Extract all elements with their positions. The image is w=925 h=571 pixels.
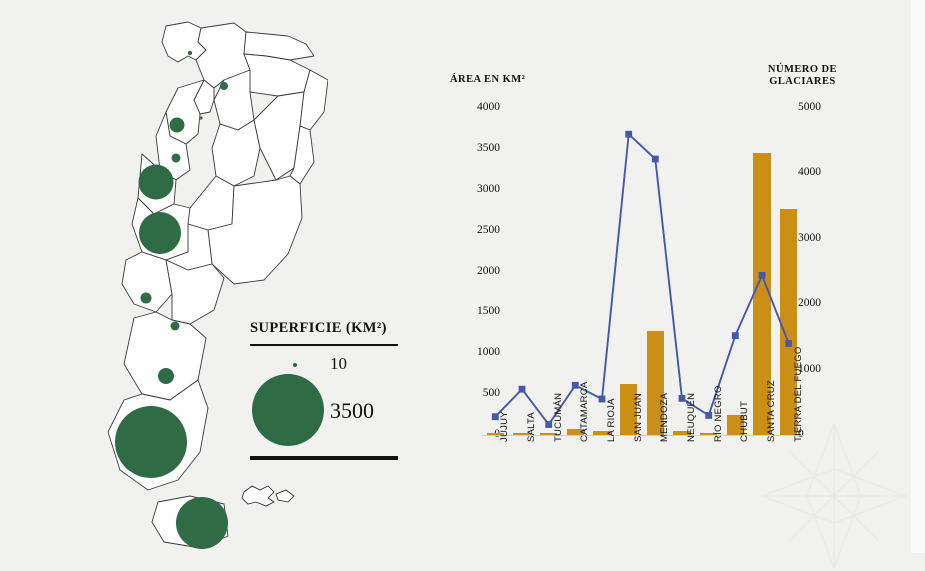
marker-santa-cruz <box>115 406 187 478</box>
chart-panel: ÁREA EN KM² NÚMERO DE GLACIARES 4000 3500… <box>430 0 925 553</box>
marker-tierra-del-fuego <box>176 497 228 549</box>
x-label-tucumán: TUCUMÁN <box>552 392 564 442</box>
marker-la-rioja <box>171 153 181 163</box>
left-tick-2000: 2000 <box>477 264 500 277</box>
x-label-río-negro: RÍO NEGRO <box>712 385 724 442</box>
left-tick-3500: 3500 <box>477 141 500 154</box>
legend-value-large: 3500 <box>330 398 374 423</box>
bar-santa-cruz <box>753 152 771 435</box>
province-chubut <box>123 311 207 401</box>
province-buenos-aires <box>207 175 303 285</box>
x-label-salta: SALTA <box>526 412 537 442</box>
line-marker-neuquén <box>678 395 686 402</box>
bars-container <box>482 108 802 435</box>
right-tick-5000: 5000 <box>798 101 821 113</box>
province-chaco <box>243 53 311 97</box>
left-tick-1500: 1500 <box>477 305 500 318</box>
line-marker-la-rioja <box>598 395 606 403</box>
marker-tucuman <box>199 116 203 120</box>
bar-tierra-del-fuego <box>779 208 798 435</box>
line-series-overlay <box>491 130 793 428</box>
province-rio-negro <box>165 259 225 325</box>
line-marker-mendoza <box>651 155 659 163</box>
legend-rule-top <box>250 344 398 346</box>
argentina-map <box>107 21 328 549</box>
left-tick-1000: 1000 <box>477 346 500 359</box>
legend-title: SUPERFICIE (KM²) <box>250 320 387 336</box>
right-gutter <box>911 0 925 553</box>
right-tick-2000: 2000 <box>798 297 821 310</box>
x-label-catamarca: CATAMARCA <box>579 381 591 442</box>
marker-catamarca <box>169 117 185 133</box>
province-catamarca <box>165 79 205 145</box>
province-san-luis <box>187 175 235 231</box>
line-marker-salta <box>518 385 526 393</box>
infographic-root: SUPERFICIE (KM²) 10 3500 ÁREA EN KM² NÚM… <box>0 0 925 553</box>
legend-circle-large <box>252 374 324 446</box>
province-cordoba <box>211 119 261 187</box>
province-la-rioja <box>155 111 191 181</box>
x-label-tierra-del-fuego: TIERRA DEL FUEGO <box>792 346 804 443</box>
bar-río-negro <box>699 432 718 435</box>
line-marker-chubut <box>731 332 739 339</box>
left-axis-title: ÁREA EN KM² <box>450 74 526 85</box>
left-tick-4000: 4000 <box>477 101 500 113</box>
left-tick-3000: 3000 <box>477 182 500 195</box>
line-path <box>494 132 790 427</box>
right-axis-title: NÚMERO DE GLACIARES <box>768 64 837 89</box>
bar-la-rioja <box>593 430 611 435</box>
x-label-san-juan: SAN JUAN <box>632 393 644 442</box>
x-label-chubut: CHUBUT <box>739 400 751 442</box>
marker-jujuy <box>187 50 193 56</box>
bar-tucumán <box>539 432 558 435</box>
line-marker-tierra-del-fuego <box>785 340 793 347</box>
legend-body: 10 3500 <box>250 346 400 450</box>
marker-chubut <box>158 368 174 384</box>
line-marker-río-negro <box>705 412 713 419</box>
line-marker-tucumán <box>545 421 553 428</box>
left-tick-500: 500 <box>482 387 500 400</box>
line-marker-jujuy <box>491 413 499 421</box>
bar-neuquén <box>673 430 691 435</box>
chart-baseline <box>482 435 804 436</box>
right-tick-3000: 3000 <box>798 231 821 244</box>
marker-san-juan <box>138 164 174 200</box>
right-axis-ticks: 5000 4000 3000 2000 1000 0 <box>798 0 858 553</box>
x-label-neuquén: NEUQUÉN <box>686 392 697 442</box>
right-tick-1000: 1000 <box>798 362 821 375</box>
right-axis-title-line2: GLACIARES <box>769 76 836 88</box>
x-label-jujuy: JUJUY <box>499 411 511 442</box>
marker-rio-negro <box>170 321 180 331</box>
x-axis-labels: JUJUY SALTA TUCUMÁN CATAMARCA LA RIOJA SAN JU… <box>482 347 803 553</box>
marker-salta <box>220 82 228 90</box>
line-marker-catamarca <box>571 381 579 389</box>
x-label-mendoza: MENDOZA <box>659 392 671 442</box>
x-label-santa-cruz: SANTA CRUZ <box>766 380 777 442</box>
marker-neuquen <box>140 292 152 304</box>
legend-circle-small <box>293 363 297 367</box>
line-marker-san-juan <box>625 130 633 138</box>
marker-mendoza <box>139 212 181 254</box>
legend-rule-bottom <box>250 456 398 460</box>
bar-mendoza <box>646 331 665 435</box>
right-axis-title-line1: NÚMERO DE <box>767 64 837 75</box>
map-panel: SUPERFICIE (KM²) 10 3500 <box>0 0 430 553</box>
province-neuquen <box>121 251 173 313</box>
right-tick-4000: 4000 <box>798 166 821 179</box>
glacier-area-circles <box>115 50 228 549</box>
legend-value-small: 10 <box>330 354 347 373</box>
bar-san-juan <box>619 383 638 435</box>
bar-jujuy <box>486 432 505 435</box>
islands-sketch <box>241 485 295 507</box>
left-tick-2500: 2500 <box>477 223 500 236</box>
x-label-la-rioja: LA RIOJA <box>606 398 617 442</box>
bar-salta <box>513 432 531 435</box>
bar-chubut <box>726 415 745 435</box>
line-marker-santa-cruz <box>758 272 766 279</box>
bar-catamarca <box>566 429 585 435</box>
map-legend: SUPERFICIE (KM²) 10 3500 <box>250 320 400 460</box>
